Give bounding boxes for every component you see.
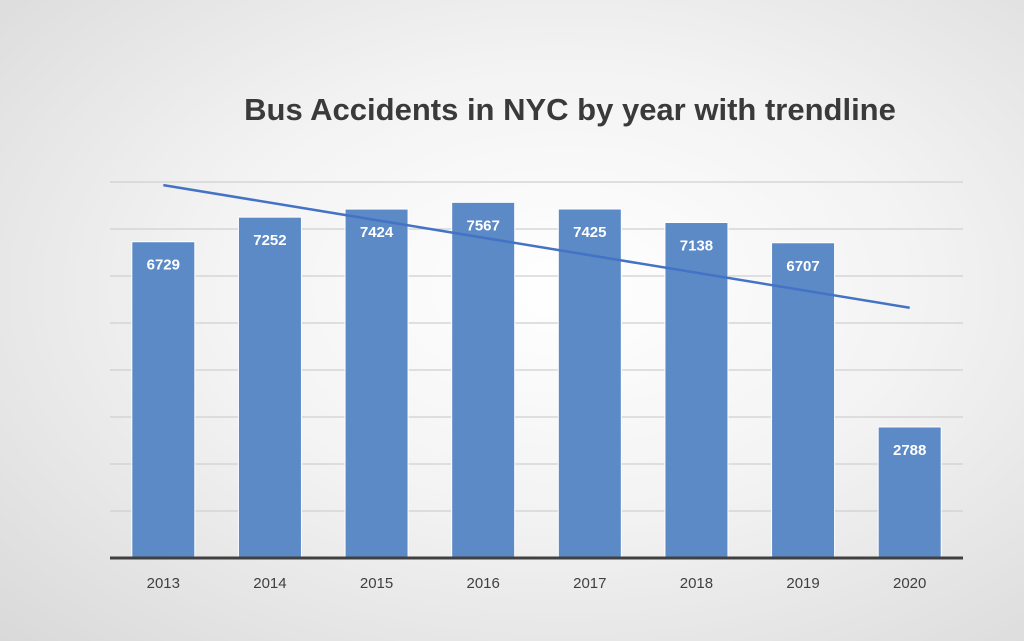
data-label-2017: 7425: [573, 224, 606, 241]
x-tick-label-2014: 2014: [253, 575, 286, 592]
bar-2018: [664, 222, 729, 559]
bars: [131, 201, 942, 559]
bar-2014: [237, 216, 302, 559]
bar-2016: [451, 201, 516, 559]
x-tick-label-2013: 2013: [147, 575, 180, 592]
x-tick-label-2018: 2018: [680, 575, 713, 592]
x-axis-tick-labels: 2013 2014 2015 2016 2017 2018 2019 2020: [147, 575, 927, 592]
data-label-2018: 7138: [680, 238, 713, 255]
trendline: [163, 183, 910, 310]
data-label-2019: 6707: [786, 258, 819, 275]
data-label-2013: 6729: [147, 257, 180, 274]
x-tick-label-2020: 2020: [893, 575, 926, 592]
x-tick-label-2015: 2015: [360, 575, 393, 592]
x-tick-label-2016: 2016: [467, 575, 500, 592]
data-labels: 6729 7252 7424 7567 7425 7138 6707 2788: [147, 217, 927, 459]
x-tick-label-2017: 2017: [573, 575, 606, 592]
bar-2015: [344, 208, 409, 559]
data-label-2020: 2788: [893, 442, 926, 459]
bar-2013: [131, 241, 196, 559]
bar-2019: [771, 242, 836, 559]
x-tick-label-2019: 2019: [786, 575, 819, 592]
bar-2020: [877, 426, 942, 559]
bar-2017: [557, 208, 622, 559]
trendline-layer: [163, 183, 910, 310]
data-label-2016: 7567: [467, 217, 500, 234]
data-label-2015: 7424: [360, 224, 394, 241]
chart-title: Bus Accidents in NYC by year with trendl…: [244, 92, 896, 127]
data-label-2014: 7252: [253, 232, 286, 249]
